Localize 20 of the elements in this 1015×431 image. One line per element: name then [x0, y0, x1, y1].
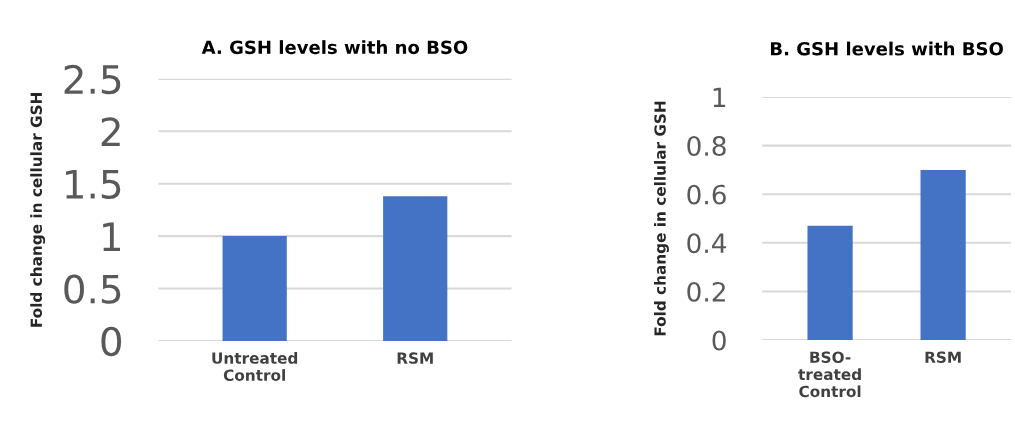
- y-tick-label: 0.6: [687, 184, 726, 205]
- x-tick-label: RSM: [397, 352, 433, 364]
- y-tick-label: 0.5: [64, 274, 121, 304]
- y-tick-label: 0: [712, 330, 726, 351]
- y-tick-label: 1: [103, 222, 121, 251]
- y-tick-label: 1: [713, 87, 726, 107]
- y-axis-title: Fold change in cellular GSH: [30, 93, 46, 327]
- y-tick-label: 1.5: [66, 170, 121, 200]
- y-tick-label: 0.8: [687, 136, 726, 156]
- y-tick-label: 0.4: [687, 233, 727, 254]
- y-tick-label: 0: [101, 326, 122, 357]
- y-axis-title: Fold change in cellular GSH: [654, 101, 669, 336]
- y-tick-label: 2: [101, 117, 120, 147]
- y-tick-label: 2.5: [64, 64, 121, 95]
- chart-title: A. GSH levels with no BSO: [201, 40, 468, 55]
- y-tick-label: 0.2: [687, 281, 725, 302]
- x-tick-label: BSO- treated Control: [798, 351, 861, 398]
- x-tick-label: Untreated Control: [212, 352, 298, 381]
- chart-title: B. GSH levels with BSO: [770, 41, 1003, 56]
- x-tick-label: RSM: [925, 351, 961, 363]
